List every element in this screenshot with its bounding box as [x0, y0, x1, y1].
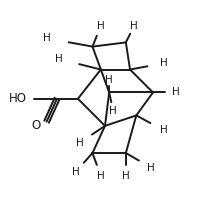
Text: H: H	[97, 171, 105, 181]
Text: HO: HO	[8, 92, 26, 105]
Text: H: H	[172, 88, 180, 97]
Text: H: H	[43, 33, 50, 43]
Text: H: H	[72, 167, 80, 177]
Text: H: H	[147, 163, 155, 173]
Text: H: H	[109, 106, 117, 116]
Text: H: H	[160, 58, 167, 68]
Text: H: H	[76, 138, 84, 148]
Text: O: O	[32, 119, 41, 132]
Text: H: H	[55, 54, 63, 64]
Text: H: H	[130, 21, 138, 31]
Text: H: H	[105, 75, 113, 85]
Text: H: H	[160, 125, 167, 135]
Text: H: H	[97, 21, 105, 31]
Text: H: H	[122, 171, 130, 181]
